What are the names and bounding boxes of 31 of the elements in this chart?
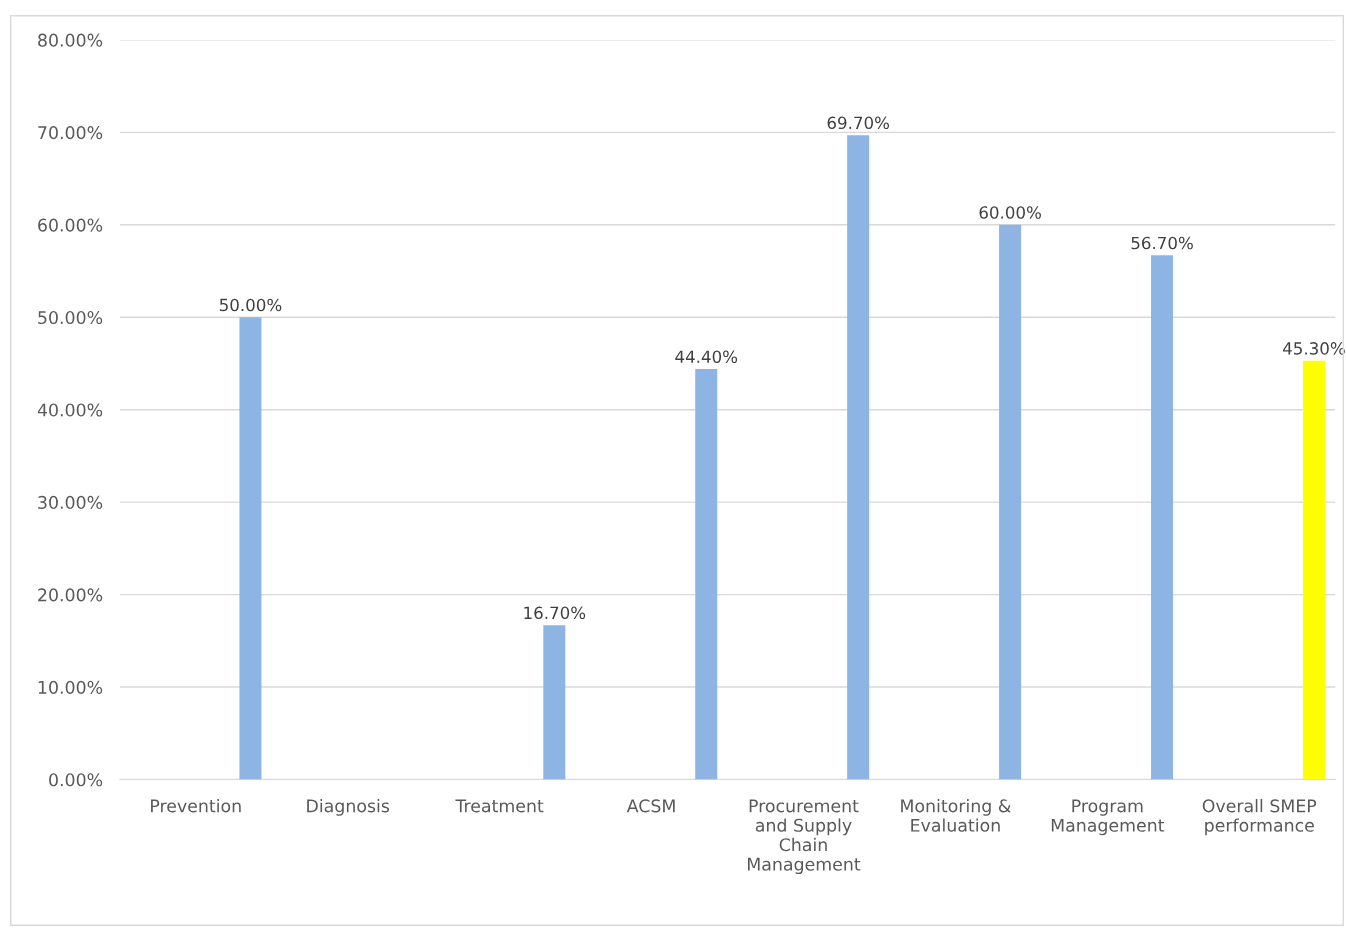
y-tick-label: 80.00% (38, 33, 103, 47)
data-label: 69.70% (827, 116, 890, 130)
x-tick-label: Program Management (1051, 799, 1165, 836)
y-tick-label: 40.00% (37, 403, 103, 417)
y-tick-label: 30.00% (38, 495, 103, 510)
bar (239, 317, 262, 780)
data-label: 50.00% (219, 298, 282, 312)
y-tick-label: 20.00% (38, 588, 103, 602)
y-tick-label: 0.00% (49, 773, 103, 787)
x-tick-label: Diagnosis (307, 798, 390, 816)
bar (695, 369, 718, 780)
data-label: 60.00% (979, 206, 1041, 219)
x-tick-label: Overall SMEP performance (1202, 798, 1317, 836)
bar (847, 135, 870, 780)
y-tick-label: 10.00% (38, 680, 103, 694)
data-label: 44.40% (675, 350, 738, 364)
x-tick-label: Treatment (455, 799, 544, 813)
bar (999, 224, 1022, 780)
data-label: 16.70% (524, 606, 586, 620)
bar (543, 625, 566, 780)
data-label: 56.70% (1131, 236, 1193, 250)
data-label: 45.30% (1283, 342, 1345, 355)
x-tick-label: Procurement and Supply Chain Management (748, 799, 861, 875)
bar (1302, 360, 1325, 780)
y-tick-label: 70.00% (38, 126, 103, 140)
x-tick-label: ACSM (626, 799, 675, 813)
bar (1151, 255, 1174, 780)
y-tick-label: 50.00% (38, 310, 103, 325)
y-tick-label: 60.00% (38, 218, 103, 232)
x-tick-label: Prevention (151, 798, 241, 813)
x-tick-label: Monitoring & Evaluation (901, 798, 1011, 832)
